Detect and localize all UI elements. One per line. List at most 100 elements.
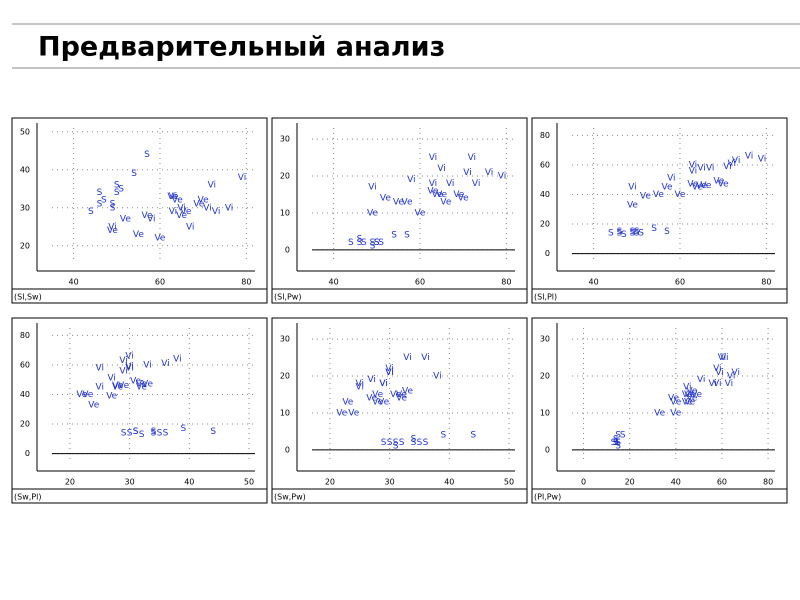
point-marker: S [110, 203, 116, 213]
x-tick-label: 80 [763, 478, 773, 487]
point-marker: Ve [402, 386, 413, 396]
point-marker: Ve [396, 390, 407, 400]
y-tick-label: 30 [20, 203, 30, 212]
point-marker: S [440, 431, 446, 441]
point-marker: Vi [706, 163, 714, 173]
y-tick-label: 20 [280, 172, 290, 181]
point-marker: Ve [88, 400, 99, 410]
chart-label: (Sw,Pw) [274, 493, 306, 502]
point-marker: Vi [107, 374, 115, 384]
point-marker: Ve [120, 215, 131, 225]
point-marker: S [634, 228, 640, 238]
point-marker: Ve [458, 194, 469, 204]
point-marker: Ve [684, 397, 695, 407]
point-marker: Vi [177, 203, 185, 213]
point-marker: Vi [385, 368, 393, 378]
point-marker: Ve [718, 180, 729, 190]
point-marker: Vi [723, 162, 731, 172]
point-marker: Vi [125, 363, 133, 373]
point-marker: Ve [180, 207, 191, 217]
point-marker: S [357, 234, 363, 244]
point-marker: Vi [727, 372, 735, 382]
point-marker: Vi [468, 153, 476, 163]
chart-label: (Sl,Pl) [534, 293, 557, 302]
y-tick-label: 10 [280, 208, 290, 217]
point-marker: Ve [106, 391, 117, 401]
point-marker: Ve [136, 380, 147, 390]
y-tick-label: 10 [540, 408, 550, 417]
point-marker: Vi [379, 379, 387, 389]
point-marker: S [133, 427, 139, 437]
x-tick-label: 80 [241, 278, 251, 287]
point-marker: Ve [112, 381, 123, 391]
point-marker: Vi [169, 192, 177, 202]
point-marker: Vi [713, 379, 721, 389]
point-marker: S [210, 427, 216, 437]
point-marker: S [110, 200, 116, 210]
point-marker: Ve [662, 183, 673, 193]
point-marker: S [404, 231, 410, 241]
point-marker: Vi [697, 375, 705, 385]
point-marker: Ve [427, 186, 438, 196]
point-marker: Vi [119, 366, 127, 376]
y-tick-label: 20 [280, 372, 290, 381]
point-marker: S [651, 224, 657, 234]
point-marker: Ve [112, 383, 123, 393]
y-tick-label: 0 [285, 245, 290, 254]
point-marker: S [411, 438, 417, 448]
y-tick-label: 30 [540, 335, 550, 344]
point-marker: S [118, 184, 124, 194]
point-marker: Vi [429, 153, 437, 163]
point-marker: Vi [472, 179, 480, 189]
point-marker: Ve [396, 394, 407, 404]
x-tick-label: 20 [625, 478, 635, 487]
point-marker: Vi [385, 368, 393, 378]
point-marker: Ve [436, 190, 447, 200]
point-marker: Vi [161, 359, 169, 369]
panel [11, 117, 268, 304]
x-tick-label: 0 [581, 478, 586, 487]
point-marker: S [393, 438, 399, 448]
point-marker: S [133, 427, 139, 437]
point-marker: Ve [453, 190, 464, 200]
point-marker: S [620, 431, 626, 441]
point-marker: S [411, 434, 417, 444]
point-marker: S [423, 438, 429, 448]
y-tick-label: 80 [20, 331, 30, 340]
point-marker: Ve [682, 397, 693, 407]
point-marker: Ve [198, 196, 209, 206]
point-marker: Vi [203, 203, 211, 213]
point-marker: Ve [142, 211, 153, 221]
x-tick-label: 60 [155, 278, 165, 287]
y-tick-label: 50 [20, 127, 30, 136]
point-marker: Vi [173, 355, 181, 365]
point-marker: Ve [82, 390, 93, 400]
point-marker: Vi [720, 353, 728, 363]
y-tick-label: 40 [20, 390, 30, 399]
point-marker: Ve [136, 383, 147, 393]
point-marker: S [615, 442, 621, 452]
y-tick-label: 20 [540, 220, 550, 229]
point-marker: S [613, 438, 619, 448]
point-marker: Vi [379, 379, 387, 389]
point-marker: Ve [390, 390, 401, 400]
point-marker: S [157, 428, 163, 438]
point-marker: S [127, 428, 133, 438]
x-tick-label: 80 [761, 278, 771, 287]
point-marker: S [417, 438, 423, 448]
point-marker: Vi [446, 179, 454, 189]
point-marker: Ve [367, 208, 378, 218]
point-marker: Vi [718, 353, 726, 363]
chart-label: (Sl,Pw) [274, 293, 301, 302]
point-marker: Vi [169, 207, 177, 217]
point-marker: S [121, 428, 127, 438]
point-marker: Vi [143, 360, 151, 370]
point-marker: Vi [667, 174, 675, 184]
chart-label: (Sw,Pl) [14, 493, 41, 502]
y-tick-label: 20 [540, 372, 550, 381]
y-tick-label: 30 [280, 335, 290, 344]
point-marker: Vi [429, 179, 437, 189]
point-marker: S [180, 424, 186, 434]
point-marker: Ve [133, 230, 144, 240]
point-marker: S [97, 188, 103, 198]
